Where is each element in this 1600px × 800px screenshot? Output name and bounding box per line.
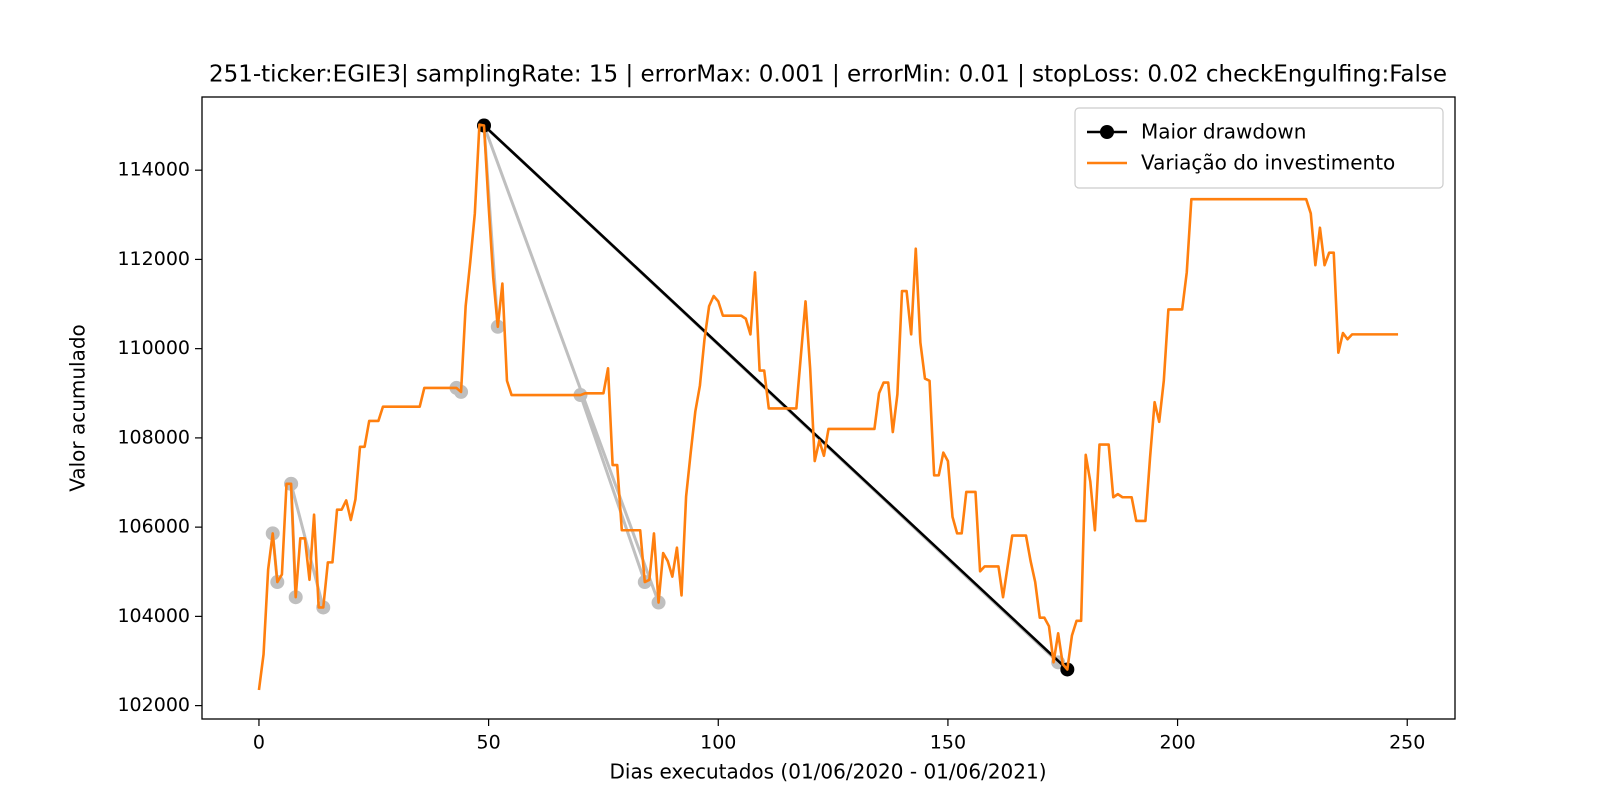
series-line xyxy=(257,123,1399,691)
x-tick-label: 150 xyxy=(930,732,966,754)
x-tick-label: 50 xyxy=(477,732,501,754)
legend-box xyxy=(1074,107,1444,189)
y-tick-label: 106000 xyxy=(117,516,190,538)
y-tick-label: 104000 xyxy=(117,605,190,627)
y-tick-label: 114000 xyxy=(117,159,190,181)
y-tick-label: 112000 xyxy=(117,248,190,270)
legend-label: Variação do investimento xyxy=(1141,151,1395,175)
plot-area xyxy=(257,118,1399,691)
y-tick-label: 108000 xyxy=(117,426,190,448)
series-line xyxy=(483,124,1069,671)
x-axis-label: Dias executados (01/06/2020 - 01/06/2021… xyxy=(609,760,1046,784)
x-tick-label: 200 xyxy=(1159,732,1195,754)
y-axis-label: Valor acumulado xyxy=(66,324,90,492)
x-tick-label: 100 xyxy=(700,732,736,754)
legend-label: Maior drawdown xyxy=(1141,120,1306,144)
y-tick-label: 102000 xyxy=(117,694,190,716)
y-tick-label: 110000 xyxy=(117,337,190,359)
axes-frame xyxy=(201,96,1456,720)
legend: Maior drawdown Variação do investimento xyxy=(1074,107,1444,189)
legend-marker xyxy=(1100,125,1114,139)
x-tick-label: 250 xyxy=(1389,732,1425,754)
chart-title: 251-ticker:EGIE3| samplingRate: 15 | err… xyxy=(209,62,1447,88)
x-tick-label: 0 xyxy=(253,732,265,754)
